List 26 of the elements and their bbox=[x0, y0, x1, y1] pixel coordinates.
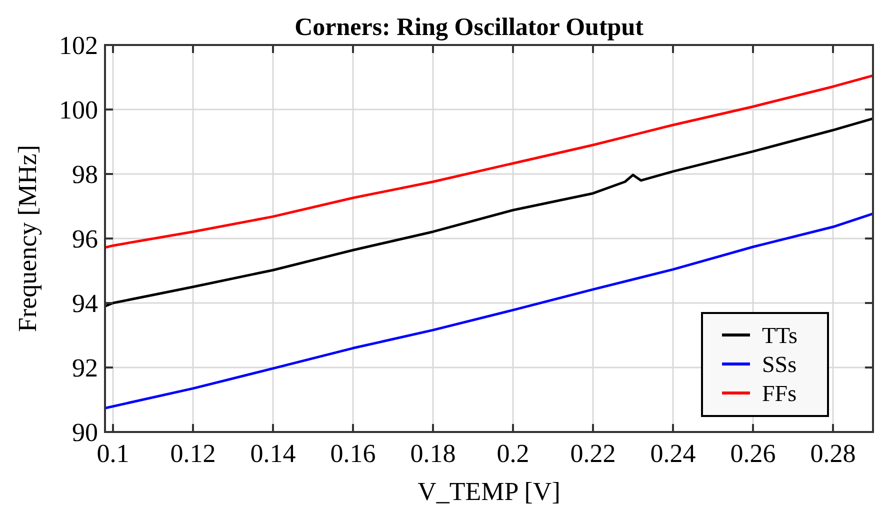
line-series bbox=[105, 212, 873, 410]
x-tick-label: 0.16 bbox=[330, 439, 376, 468]
x-tick-label: 0.26 bbox=[730, 439, 776, 468]
line-series bbox=[105, 117, 873, 308]
x-tick-label: 0.12 bbox=[170, 439, 216, 468]
x-tick-label: 0.14 bbox=[250, 439, 296, 468]
x-tick-label: 0.28 bbox=[810, 439, 856, 468]
y-tick-label: 92 bbox=[72, 354, 98, 383]
y-tick-label: 94 bbox=[72, 289, 98, 318]
y-tick-label: 100 bbox=[59, 96, 98, 125]
legend-label: SSs bbox=[762, 352, 797, 378]
y-axis-title: Frequency [MHz] bbox=[13, 145, 42, 332]
chart-title: Corners: Ring Oscillator Output bbox=[294, 14, 644, 41]
legend-label: FFs bbox=[762, 381, 797, 406]
y-tick-label: 96 bbox=[72, 224, 98, 254]
line-series bbox=[105, 74, 873, 249]
x-tick-label: 0.2 bbox=[496, 439, 530, 468]
x-tick-label: 0.18 bbox=[410, 439, 456, 468]
y-tick-label: 98 bbox=[72, 160, 98, 190]
x-tick-label: 0.22 bbox=[570, 439, 616, 468]
x-tick-label: 0.1 bbox=[96, 439, 130, 468]
legend-label: TTs bbox=[762, 323, 798, 348]
y-tick-label: 102 bbox=[59, 31, 98, 60]
x-axis-title: V_TEMP [V] bbox=[418, 477, 560, 506]
x-tick-label: 0.24 bbox=[650, 439, 696, 468]
y-tick-label: 90 bbox=[72, 418, 98, 448]
